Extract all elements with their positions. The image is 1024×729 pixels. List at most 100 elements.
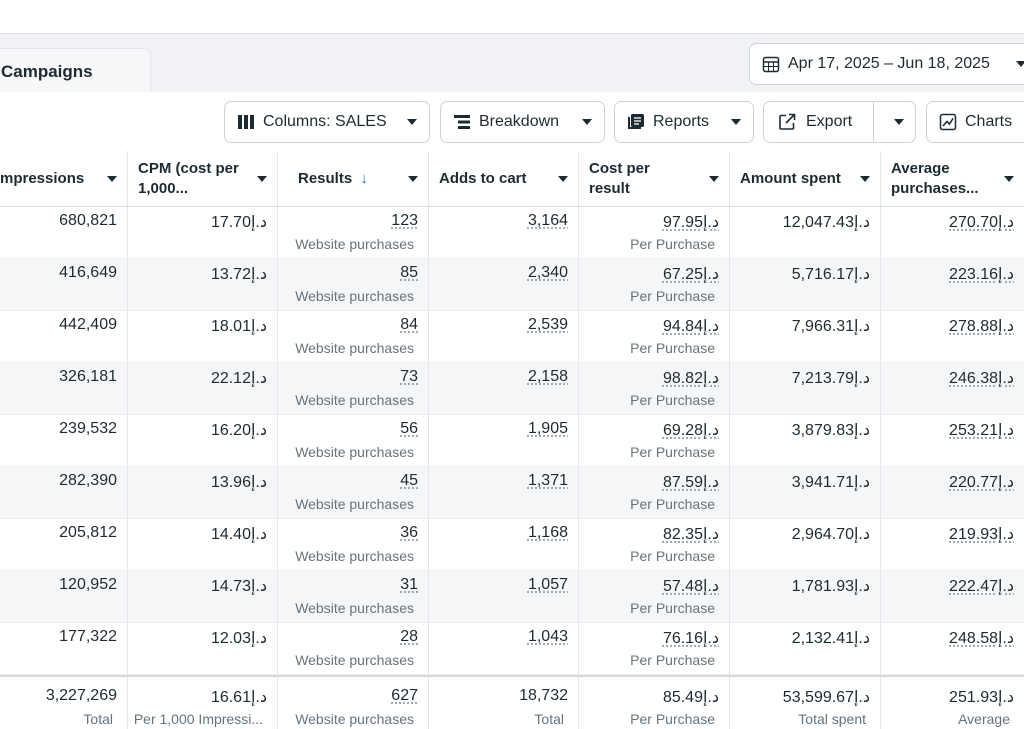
- cell-value[interactable]: 248.58د.إ: [949, 630, 1014, 647]
- cell-value: 16.20د.إ: [210, 422, 267, 439]
- header-cpm-label: CPM (cost per 1,000...: [138, 159, 257, 199]
- header-amount-spent[interactable]: Amount spent: [730, 151, 881, 206]
- tab-campaigns[interactable]: Campaigns: [0, 48, 151, 94]
- cell-value[interactable]: 222.47د.إ: [949, 578, 1014, 595]
- table-cell: 14.40د.إ: [128, 519, 278, 570]
- tab-campaigns-label: Campaigns: [1, 62, 93, 81]
- export-dropdown-button[interactable]: [882, 102, 915, 142]
- cell-value[interactable]: 1,057: [527, 576, 568, 593]
- cell-value[interactable]: 278.88د.إ: [949, 318, 1014, 335]
- table-cell: 18.01د.إ: [128, 311, 278, 362]
- cell-value[interactable]: 73: [400, 368, 418, 385]
- cell-value: 18,732: [519, 687, 568, 704]
- export-button[interactable]: Export: [764, 102, 874, 142]
- cell-value[interactable]: 94.84د.إ: [662, 318, 719, 335]
- table-cell: 282,390: [0, 467, 128, 518]
- cell-value[interactable]: 2,539: [527, 316, 568, 333]
- table-cell: 1,781.93د.إ: [730, 571, 881, 622]
- cell-value[interactable]: 1,168: [527, 524, 568, 541]
- cell-value[interactable]: 3,164: [527, 212, 568, 229]
- table-cell: 1,905: [429, 415, 579, 466]
- charts-button[interactable]: Charts: [926, 101, 1024, 143]
- cell-value[interactable]: 56: [400, 420, 418, 437]
- date-range-picker[interactable]: Apr 17, 2025 – Jun 18, 2025: [749, 43, 1024, 85]
- table-row[interactable]: 205,812 14.40د.إ 36 Website purchases 1,168 8…: [0, 519, 1024, 571]
- table-row[interactable]: 416,649 13.72د.إ 85 Website purchases 2,340 6…: [0, 259, 1024, 311]
- table-cell: 85 Website purchases: [278, 259, 429, 310]
- header-average-purchases[interactable]: Average purchases...: [881, 151, 1024, 206]
- cell-value[interactable]: 97.95د.إ: [662, 214, 719, 231]
- cost-per-result-subtext: Per Purchase: [630, 496, 715, 512]
- cell-value[interactable]: 219.93د.إ: [949, 526, 1014, 543]
- header-impressions[interactable]: mpressions: [0, 151, 128, 206]
- cell-value[interactable]: 85: [400, 264, 418, 281]
- cell-value[interactable]: 270.70د.إ: [949, 214, 1014, 231]
- cell-value[interactable]: 45: [400, 472, 418, 489]
- table-row[interactable]: 177,322 12.03د.إ 28 Website purchases 1,043 7…: [0, 623, 1024, 675]
- cell-value: 5,716.17د.إ: [791, 266, 870, 283]
- cell-value[interactable]: 1,371: [527, 472, 568, 489]
- table-cell: 3,227,269 Total: [0, 677, 128, 729]
- cell-value: 282,390: [59, 472, 117, 489]
- cell-value[interactable]: 123: [391, 212, 418, 229]
- cell-value[interactable]: 220.77د.إ: [949, 474, 1014, 491]
- cell-value[interactable]: 67.25د.إ: [662, 266, 719, 283]
- header-cpm[interactable]: CPM (cost per 1,000...: [128, 151, 278, 206]
- cell-value[interactable]: 28: [400, 628, 418, 645]
- cell-value: 3,879.83د.إ: [791, 422, 870, 439]
- table-cell: 239,532: [0, 415, 128, 466]
- cell-value[interactable]: 223.16د.إ: [949, 266, 1014, 283]
- cell-value[interactable]: 98.82د.إ: [662, 370, 719, 387]
- results-subtext: Website purchases: [295, 548, 414, 564]
- chevron-down-icon: [558, 175, 568, 182]
- table-cell: 87.59د.إ Per Purchase: [579, 467, 730, 518]
- date-range-label: Apr 17, 2025 – Jun 18, 2025: [788, 55, 990, 72]
- table-cell: 627 Website purchases: [278, 677, 429, 729]
- table-row[interactable]: 680,821 17.70د.إ 123 Website purchases 3,164…: [0, 207, 1024, 259]
- breakdown-button[interactable]: Breakdown: [440, 101, 605, 143]
- cell-value[interactable]: 1,905: [527, 420, 568, 437]
- table-cell: 219.93د.إ: [881, 519, 1024, 570]
- cell-value[interactable]: 57.48د.إ: [662, 578, 719, 595]
- cell-value[interactable]: 246.38د.إ: [949, 370, 1014, 387]
- cost-per-result-subtext: Per Purchase: [630, 652, 715, 668]
- charts-icon: [939, 113, 957, 131]
- table-row[interactable]: 239,532 16.20د.إ 56 Website purchases 1,905 6…: [0, 415, 1024, 467]
- cell-value[interactable]: 627: [391, 687, 418, 704]
- reports-icon: [627, 113, 645, 131]
- cell-value[interactable]: 1,043: [527, 628, 568, 645]
- cell-value[interactable]: 2,340: [527, 264, 568, 281]
- table-row[interactable]: 326,181 22.12د.إ 73 Website purchases 2,158 9…: [0, 363, 1024, 415]
- header-cpm-line2: 1,000...: [138, 179, 189, 197]
- table-cell: 13.72د.إ: [128, 259, 278, 310]
- header-cost-per-result[interactable]: Cost per result: [579, 151, 730, 206]
- cell-value[interactable]: 2,158: [527, 368, 568, 385]
- cell-value: 416,649: [59, 264, 117, 281]
- columns-button[interactable]: Columns: SALES: [224, 101, 430, 143]
- table-row[interactable]: 282,390 13.96د.إ 45 Website purchases 1,371 8…: [0, 467, 1024, 519]
- chevron-down-icon: [408, 175, 418, 182]
- table-row[interactable]: 120,952 14.73د.إ 31 Website purchases 1,057 5…: [0, 571, 1024, 623]
- table-row[interactable]: 442,409 18.01د.إ 84 Website purchases 2,539 9…: [0, 311, 1024, 363]
- header-adds-to-cart[interactable]: Adds to cart: [429, 151, 579, 206]
- cell-value[interactable]: 69.28د.إ: [662, 422, 719, 439]
- table-cell: 177,322: [0, 623, 128, 674]
- cell-value: 7,966.31د.إ: [791, 318, 870, 335]
- cell-value[interactable]: 76.16د.إ: [662, 630, 719, 647]
- cell-value[interactable]: 36: [400, 524, 418, 541]
- chevron-down-icon: [1016, 61, 1024, 67]
- cell-value[interactable]: 84: [400, 316, 418, 333]
- header-impressions-label: mpressions: [0, 169, 85, 187]
- cell-value[interactable]: 87.59د.إ: [662, 474, 719, 491]
- table-cell: 17.70د.إ: [128, 207, 278, 258]
- cell-value[interactable]: 82.35د.إ: [662, 526, 719, 543]
- cell-value: 85.49د.إ: [662, 689, 719, 706]
- table-cell: 223.16د.إ: [881, 259, 1024, 310]
- table-cell: 94.84د.إ Per Purchase: [579, 311, 730, 362]
- reports-button[interactable]: Reports: [614, 101, 754, 143]
- cell-value[interactable]: 253.21د.إ: [949, 422, 1014, 439]
- total-subtext: Website purchases: [295, 711, 414, 727]
- header-results[interactable]: Results ↓: [278, 151, 429, 206]
- table-cell: 246.38د.إ: [881, 363, 1024, 414]
- cell-value[interactable]: 31: [400, 576, 418, 593]
